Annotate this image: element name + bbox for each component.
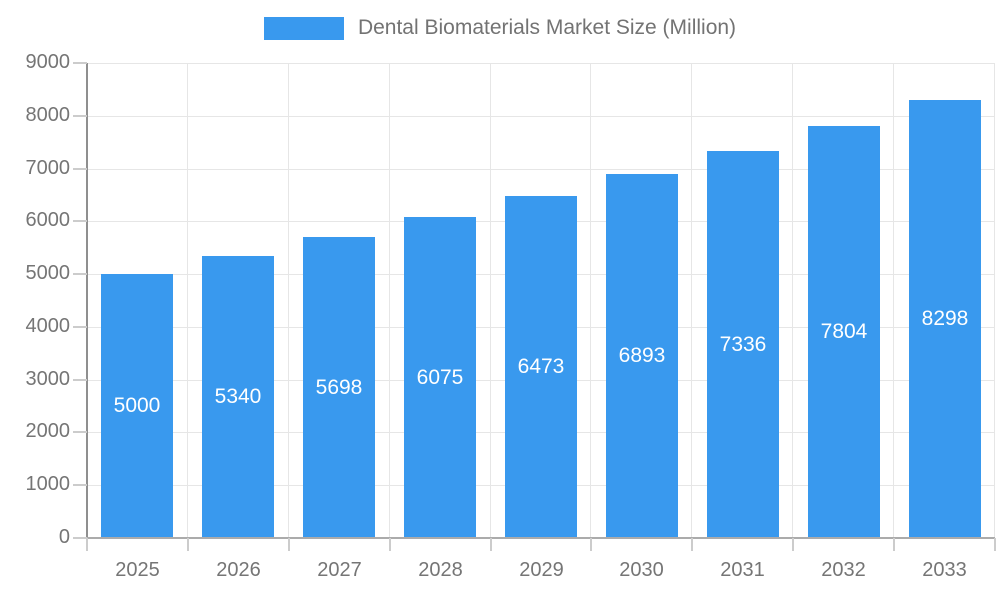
gridline-v-7 bbox=[792, 63, 793, 538]
y-tick-label-9000: 9000 bbox=[25, 51, 71, 73]
y-tick-6000 bbox=[73, 220, 87, 222]
x-tick-label-2033: 2033 bbox=[922, 559, 967, 581]
y-tick-1000 bbox=[73, 484, 87, 486]
bar-value-label-2026: 5340 bbox=[214, 385, 262, 408]
y-tick-2000 bbox=[73, 431, 87, 433]
bar-value-label-2027: 5698 bbox=[315, 376, 363, 399]
bar-2025[interactable]: 5000 bbox=[101, 274, 173, 538]
y-tick-label-4000: 4000 bbox=[25, 315, 71, 337]
gridline-v-9 bbox=[994, 63, 995, 538]
y-tick-label-2000: 2000 bbox=[25, 420, 71, 442]
gridline-v-6 bbox=[691, 63, 692, 538]
x-tick-label-2030: 2030 bbox=[619, 559, 664, 581]
bar-2029[interactable]: 6473 bbox=[505, 196, 577, 538]
bar-value-label-2029: 6473 bbox=[517, 355, 565, 378]
x-tick-4 bbox=[490, 538, 492, 551]
y-tick-label-5000: 5000 bbox=[25, 262, 71, 284]
y-tick-label-1000: 1000 bbox=[25, 473, 71, 495]
x-tick-label-2027: 2027 bbox=[317, 559, 362, 581]
y-tick-7000 bbox=[73, 168, 87, 170]
plot-area: 5000 5340 5698 6075 6473 6893 7336 7804 8298 bbox=[87, 63, 995, 538]
bar-2030[interactable]: 6893 bbox=[606, 174, 678, 538]
bar-2032[interactable]: 7804 bbox=[808, 126, 880, 538]
x-tick-label-2028: 2028 bbox=[418, 559, 463, 581]
bar-2028[interactable]: 6075 bbox=[404, 217, 476, 538]
x-tick-2 bbox=[288, 538, 290, 551]
y-tick-4000 bbox=[73, 326, 87, 328]
y-tick-label-7000: 7000 bbox=[25, 157, 71, 179]
bar-value-label-2032: 7804 bbox=[820, 320, 868, 343]
gridline-v-4 bbox=[490, 63, 491, 538]
y-axis-line bbox=[86, 63, 88, 538]
gridline-v-5 bbox=[590, 63, 591, 538]
x-tick-6 bbox=[691, 538, 693, 551]
gridline-h-8000 bbox=[87, 115, 995, 117]
gridline-h-9000 bbox=[87, 63, 995, 64]
bar-2031[interactable]: 7336 bbox=[707, 151, 779, 538]
y-tick-label-8000: 8000 bbox=[25, 104, 71, 126]
legend: Dental Biomaterials Market Size (Million… bbox=[0, 16, 1000, 40]
x-tick-9 bbox=[994, 538, 996, 551]
bar-2033[interactable]: 8298 bbox=[909, 100, 981, 538]
bar-value-label-2030: 6893 bbox=[618, 344, 666, 367]
x-tick-8 bbox=[893, 538, 895, 551]
x-tick-5 bbox=[590, 538, 592, 551]
y-tick-label-6000: 6000 bbox=[25, 209, 71, 231]
x-tick-label-2032: 2032 bbox=[821, 559, 866, 581]
x-tick-3 bbox=[389, 538, 391, 551]
x-tick-0 bbox=[86, 538, 88, 551]
x-tick-7 bbox=[792, 538, 794, 551]
legend-label: Dental Biomaterials Market Size (Million… bbox=[357, 16, 737, 39]
bar-2026[interactable]: 5340 bbox=[202, 256, 274, 538]
bar-2027[interactable]: 5698 bbox=[303, 237, 375, 538]
gridline-v-8 bbox=[893, 63, 894, 538]
y-tick-label-3000: 3000 bbox=[25, 368, 71, 390]
x-tick-label-2025: 2025 bbox=[115, 559, 160, 581]
y-tick-5000 bbox=[73, 273, 87, 275]
bar-value-label-2025: 5000 bbox=[113, 394, 161, 417]
bar-value-label-2033: 8298 bbox=[921, 307, 969, 330]
bar-value-label-2028: 6075 bbox=[416, 366, 464, 389]
legend-swatch bbox=[263, 16, 344, 40]
y-tick-label-0: 0 bbox=[58, 526, 70, 548]
x-axis-baseline bbox=[87, 537, 995, 539]
x-tick-label-2031: 2031 bbox=[720, 559, 765, 581]
bar-value-label-2031: 7336 bbox=[719, 333, 767, 356]
x-tick-label-2026: 2026 bbox=[216, 559, 261, 581]
y-tick-8000 bbox=[73, 115, 87, 117]
y-tick-0 bbox=[73, 537, 87, 539]
y-tick-3000 bbox=[73, 379, 87, 381]
x-tick-1 bbox=[187, 538, 189, 551]
x-tick-label-2029: 2029 bbox=[519, 559, 564, 581]
y-tick-9000 bbox=[73, 62, 87, 64]
gridline-v-1 bbox=[187, 63, 188, 538]
gridline-v-3 bbox=[389, 63, 390, 538]
gridline-h-7000 bbox=[87, 168, 995, 170]
gridline-v-2 bbox=[288, 63, 289, 538]
